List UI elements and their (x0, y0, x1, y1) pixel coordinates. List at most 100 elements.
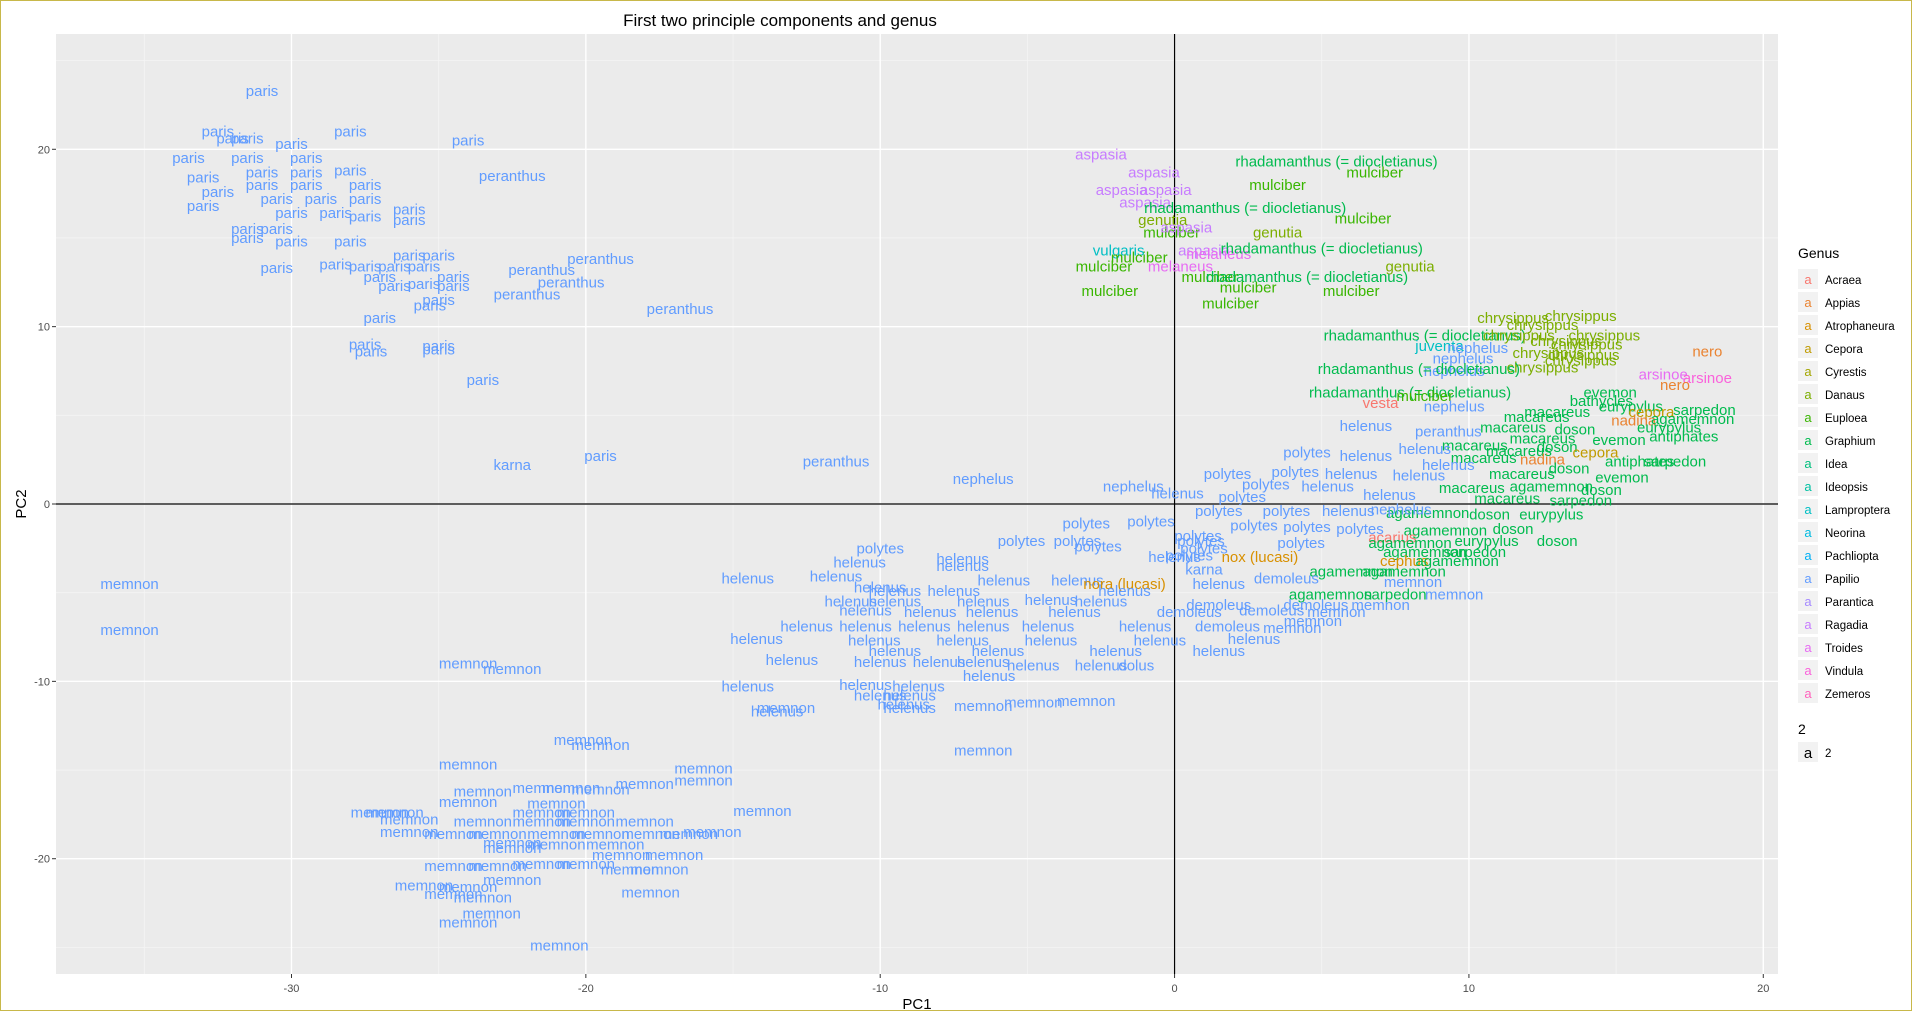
point-label: paris (275, 136, 308, 153)
point-label: peranthus (494, 287, 561, 304)
point-label: rhadamanthus (= diocletianus) (1309, 384, 1511, 401)
point-label: paris (319, 257, 352, 274)
legend-key-symbol: a (1804, 617, 1812, 632)
point-label: memnon (571, 737, 629, 754)
point-label: memnon (424, 826, 482, 843)
point-label: paris (422, 248, 455, 265)
point-label: helenus (1151, 485, 1204, 502)
point-label: cepora (1628, 404, 1675, 421)
point-label: eurypylus (1637, 420, 1701, 437)
point-label: helenus (730, 631, 783, 648)
point-label: helenus (928, 583, 981, 600)
legend-item-label: Danaus (1825, 390, 1865, 402)
point-label: helenus (1051, 572, 1104, 589)
point-label: memnon (527, 796, 585, 813)
point-label: memnon (439, 879, 497, 896)
point-label: helenus (957, 594, 1010, 611)
point-label: helenus (721, 570, 774, 587)
legend-item-label: Neorina (1825, 528, 1866, 540)
point-label: paris (319, 205, 352, 222)
point-label: helenus (1322, 503, 1375, 520)
point-label: rhadamanthus (= diocletianus) (1235, 154, 1437, 171)
point-label: memnon (733, 803, 791, 820)
point-label: eurypylus (1454, 533, 1518, 550)
legend-item-label: Pachliopta (1825, 551, 1879, 563)
point-label: helenus (957, 654, 1010, 671)
point-label: memnon (1004, 695, 1062, 712)
point-label: polytes (1062, 516, 1110, 533)
point-label: paris (172, 150, 205, 167)
point-label: agamemnon (1404, 523, 1487, 540)
point-label: helenus (1228, 631, 1281, 648)
point-label: dolus (1118, 657, 1154, 674)
point-label: memnon (513, 780, 571, 797)
point-label: helenus (839, 677, 892, 694)
point-label: helenus (1022, 618, 1075, 635)
x-tick-label: -10 (872, 983, 888, 995)
point-label: memnon (660, 826, 718, 843)
point-label: memnon (592, 847, 650, 864)
point-label: polytes (1204, 466, 1252, 483)
point-label: eurypylus (1519, 507, 1583, 524)
point-label: macareus (1524, 404, 1590, 421)
point-label: sarpedon (1444, 544, 1507, 561)
legend-item-label: Vindula (1825, 666, 1864, 678)
point-label: memnon (621, 826, 679, 843)
point-label: memnon (1307, 604, 1365, 621)
point-label: polytes (1166, 547, 1214, 564)
point-label: memnon (586, 837, 644, 854)
legend-item-label: Ideopsis (1825, 482, 1868, 494)
point-label: vesta (1363, 395, 1400, 412)
point-label: helenus (766, 652, 819, 669)
point-label: paris (349, 191, 382, 208)
point-label: helenus (898, 618, 951, 635)
point-label: paris (437, 278, 470, 295)
point-label: macareus (1451, 450, 1517, 467)
point-label: paris (231, 221, 264, 238)
point-label: bathycles (1570, 393, 1633, 410)
legend-key (1798, 637, 1818, 657)
point-label: mulciber (1081, 283, 1138, 300)
point-label: paris (246, 83, 279, 100)
point-label: helenus (869, 583, 922, 600)
point-label: paris (364, 310, 397, 327)
point-label: helenus (1089, 643, 1142, 660)
point-label: helenus (957, 618, 1010, 635)
point-label: mulciber (1220, 280, 1277, 297)
point-label: peranthus (803, 453, 870, 470)
point-label: demoleus (1254, 570, 1319, 587)
point-label: helenus (869, 594, 922, 611)
point-label: helenus (913, 654, 966, 671)
point-label: paris (437, 269, 470, 286)
point-label: helenus (978, 572, 1031, 589)
point-label: memnon (621, 884, 679, 901)
point-label: cephus (1380, 553, 1428, 570)
point-label: macareus (1439, 480, 1505, 497)
point-label: doson (1469, 507, 1510, 524)
point-label: polytes (1277, 535, 1325, 552)
point-label: memnon (683, 824, 741, 841)
point-label: helenus (1192, 643, 1245, 660)
point-label: helenus (904, 604, 957, 621)
point-label: memnon (616, 776, 674, 793)
point-label: paris (261, 191, 294, 208)
size-legend-label: 2 (1825, 748, 1831, 760)
point-label: helenus (883, 700, 936, 717)
point-label: helenus (839, 618, 892, 635)
point-label: helenus (1075, 594, 1128, 611)
point-label: aspasia (1128, 164, 1180, 181)
point-label: helenus (1025, 633, 1078, 650)
point-label: macareus (1474, 491, 1540, 508)
legend-key (1798, 338, 1818, 358)
point-label: macareus (1442, 437, 1508, 454)
point-label: aspasia (1096, 182, 1148, 199)
point-label: memnon (757, 700, 815, 717)
point-label: memnon (557, 856, 615, 873)
point-label: genutia (1385, 258, 1435, 275)
point-label: paris (414, 297, 447, 314)
x-tick-label: 20 (1757, 983, 1769, 995)
point-label: paris (349, 177, 382, 194)
legend-item-label: Zemeros (1825, 689, 1871, 701)
